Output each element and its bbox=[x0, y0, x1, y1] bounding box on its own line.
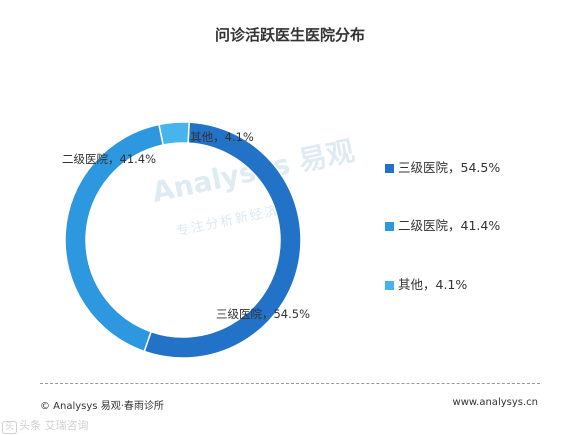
footer-divider bbox=[40, 383, 540, 384]
legend-swatch-other bbox=[385, 281, 394, 290]
footer-website: www.analysys.cn bbox=[452, 397, 538, 408]
corner-watermark-text: 头条 艾瑞咨询 bbox=[19, 419, 89, 432]
slice-label-other: 其他，4.1% bbox=[190, 130, 254, 144]
footer-source: © Analysys 易观·春雨诊所 bbox=[40, 401, 164, 412]
legend-swatch-tier2 bbox=[385, 222, 394, 231]
legend-label-tier2: 二级医院，41.4% bbox=[398, 218, 501, 233]
watermark-logo-icon: 头 bbox=[2, 421, 18, 434]
legend-item-other: 其他，4.1% bbox=[385, 277, 467, 293]
slice-label-tier3: 三级医院，54.5% bbox=[216, 307, 310, 321]
legend-item-tier2: 二级医院，41.4% bbox=[385, 218, 500, 234]
legend-label-tier3: 三级医院，54.5% bbox=[398, 160, 501, 175]
legend-item-tier3: 三级医院，54.5% bbox=[385, 160, 500, 176]
corner-watermark: 头头条 艾瑞咨询 bbox=[2, 417, 89, 434]
legend-label-other: 其他，4.1% bbox=[398, 277, 468, 292]
slice-tier3 bbox=[143, 121, 302, 359]
slice-other bbox=[158, 121, 190, 146]
legend-swatch-tier3 bbox=[385, 164, 394, 173]
chart-title: 问诊活跃医生医院分布 bbox=[214, 26, 365, 44]
slice-label-tier2: 二级医院，41.4% bbox=[62, 152, 156, 166]
